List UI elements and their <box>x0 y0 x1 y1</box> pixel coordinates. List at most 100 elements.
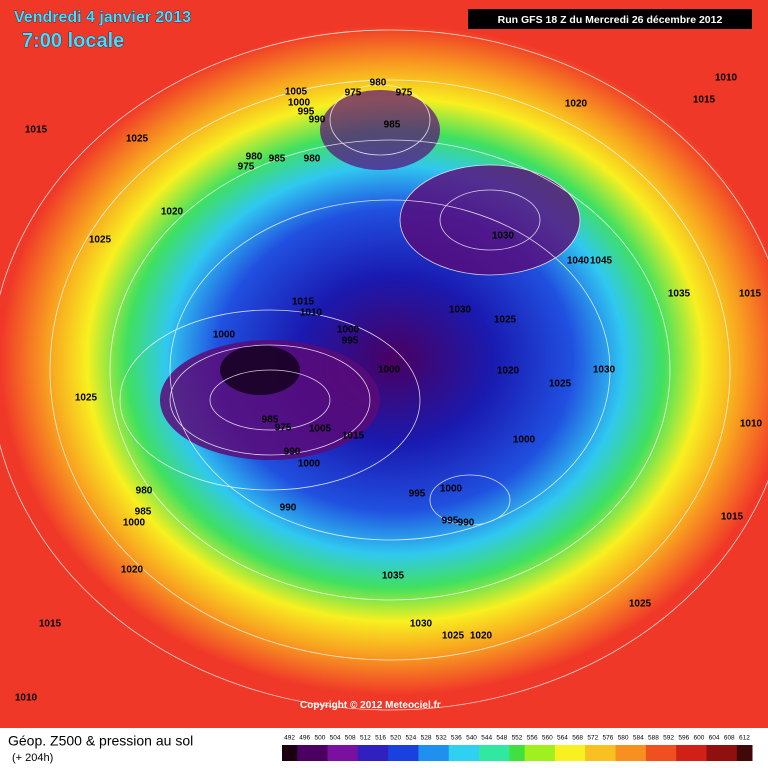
colorbar-label: 608 <box>724 735 735 742</box>
colorbar-swatch <box>676 745 692 761</box>
isobar-label: 1025 <box>75 393 98 404</box>
isobar-label: 1000 <box>337 325 360 336</box>
colorbar-swatch <box>282 745 298 761</box>
isobar-label: 1010 <box>300 308 323 319</box>
isobar-label: 1015 <box>292 297 315 308</box>
isobar-label: 1020 <box>470 631 493 642</box>
isobar-label: 975 <box>275 423 292 434</box>
isobar-label: 1010 <box>15 693 38 704</box>
isobar-label: 1020 <box>565 99 588 110</box>
isobar-label: 980 <box>246 152 263 163</box>
colorbar-swatch <box>615 745 632 761</box>
isobar-label: 985 <box>384 120 401 131</box>
colorbar-label: 568 <box>572 735 583 742</box>
isobar-label: 1000 <box>213 330 236 341</box>
isobar-label: 1015 <box>739 289 762 300</box>
isobar-label: 980 <box>304 154 321 165</box>
colorbar-label: 600 <box>694 735 705 742</box>
colorbar-swatch <box>372 745 389 761</box>
isobar-label: 985 <box>135 507 152 518</box>
low-area <box>160 340 380 460</box>
colorbar-swatch <box>630 745 647 761</box>
date: Vendredi 4 janvier 2013 <box>14 9 191 26</box>
colorbar-swatch <box>721 745 738 761</box>
isobar-label: 1015 <box>39 619 62 630</box>
colorbar-swatch <box>509 745 526 761</box>
colorbar-swatch <box>585 745 601 761</box>
colorbar-label: 500 <box>314 735 325 742</box>
footer-lead: (+ 204h) <box>12 752 53 764</box>
copyright: Copyright © 2012 Meteociel.fr <box>300 700 441 711</box>
run-label: Run GFS 18 Z du Mercredi 26 décembre 201… <box>498 14 723 26</box>
colorbar-swatch <box>570 745 586 761</box>
isobar-label: 990 <box>458 518 475 529</box>
isobar-label: 1030 <box>410 619 433 630</box>
colorbar-label: 492 <box>284 735 295 742</box>
colorbar-label: 560 <box>542 735 553 742</box>
colorbar-label: 588 <box>648 735 659 742</box>
isobar-label: 995 <box>298 107 315 118</box>
isobar-label: 1030 <box>492 231 515 242</box>
isobar-label: 1015 <box>25 125 48 136</box>
colorbar-label: 532 <box>436 735 447 742</box>
isobar-label: 1025 <box>89 235 112 246</box>
colorbar-label: 556 <box>527 735 538 742</box>
colorbar-label: 540 <box>466 735 477 742</box>
colorbar-label: 548 <box>496 735 507 742</box>
isobar-label: 985 <box>269 154 286 165</box>
colorbar-label: 596 <box>678 735 689 742</box>
isobar-label: 1020 <box>161 207 184 218</box>
colorbar-label: 508 <box>345 735 356 742</box>
run-box <box>468 9 752 29</box>
colorbar-swatch <box>661 745 677 761</box>
colorbar-swatch <box>418 745 435 761</box>
isobar-label: 980 <box>370 78 387 89</box>
isobar-label: 1035 <box>668 289 691 300</box>
colorbar-label: 576 <box>603 735 614 742</box>
colorbar-swatch <box>645 745 662 761</box>
isobar-label: 1035 <box>382 571 405 582</box>
isobar-label: 1000 <box>288 98 311 109</box>
colorbar-label: 528 <box>421 735 432 742</box>
isobar <box>119 309 421 491</box>
isobar-label: 1040 <box>567 256 590 267</box>
isobar-label: 975 <box>396 88 413 99</box>
isobar-label: 1015 <box>342 431 365 442</box>
colorbar-label: 520 <box>390 735 401 742</box>
colorbar-label: 564 <box>557 735 568 742</box>
isobar-label: 1010 <box>740 419 763 430</box>
time: 7:00 locale <box>22 30 124 52</box>
colorbar-label: 604 <box>709 735 720 742</box>
isobar-label: 995 <box>342 336 359 347</box>
colorbar-swatch <box>554 745 571 761</box>
isobar-label: 1000 <box>378 365 401 376</box>
isobar <box>399 164 581 276</box>
isobar-label: 1020 <box>497 366 520 377</box>
colorbar-swatch <box>479 745 495 761</box>
isobar-label: 1025 <box>549 379 572 390</box>
isobar-label: 990 <box>284 447 301 458</box>
colorbar-label: 504 <box>330 735 341 742</box>
isobar-label: 990 <box>309 115 326 126</box>
colorbar-swatch <box>691 745 708 761</box>
isobar <box>429 474 511 526</box>
colorbar-swatch <box>297 745 313 761</box>
isobar-label: 1020 <box>121 565 144 576</box>
colorbar-label: 552 <box>512 735 523 742</box>
isobar-label: 975 <box>238 162 255 173</box>
isobar-label: 1025 <box>494 315 517 326</box>
colorbar-swatch <box>600 745 617 761</box>
colorbar-label: 516 <box>375 735 386 742</box>
isobar-label: 995 <box>409 489 426 500</box>
low-area <box>320 90 440 170</box>
colorbar-label: 584 <box>633 735 644 742</box>
colorbar-swatch <box>706 745 723 761</box>
isobar-label: 1025 <box>442 631 465 642</box>
isobar-label: 1015 <box>693 95 716 106</box>
colorbar-swatch <box>357 745 374 761</box>
isobar <box>109 139 671 601</box>
colorbar-label: 544 <box>481 735 492 742</box>
